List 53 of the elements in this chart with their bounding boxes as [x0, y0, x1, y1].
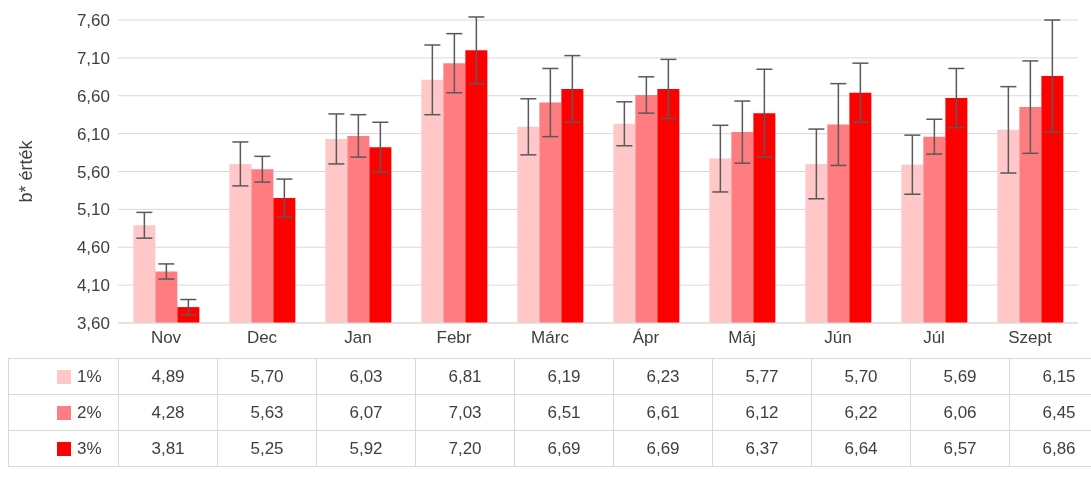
y-tick-label: 6,60 [76, 86, 110, 106]
data-label: 6,61 [613, 394, 713, 431]
data-label: 6,69 [514, 430, 614, 467]
y-tick-label: 4,10 [76, 276, 110, 296]
data-label: 6,07 [316, 394, 416, 431]
y-tick-label: 5,60 [76, 162, 110, 182]
x-tick-label: Márc [531, 328, 570, 348]
y-axis-title: b* érték [16, 139, 37, 203]
data-label: 6,37 [712, 430, 812, 467]
legend-label: 2% [77, 402, 102, 422]
y-tick-label: 4,60 [76, 238, 110, 258]
data-label: 6,12 [712, 394, 812, 431]
data-label: 5,25 [217, 430, 317, 467]
data-label: 6,03 [316, 358, 416, 395]
data-label: 5,92 [316, 430, 416, 467]
data-label: 6,51 [514, 394, 614, 431]
data-label: 5,63 [217, 394, 317, 431]
x-tick-label: Dec [246, 328, 278, 348]
x-tick-label: Jan [344, 328, 372, 348]
data-label: 7,03 [415, 394, 515, 431]
data-label: 6,19 [514, 358, 614, 395]
x-tick-label: Febr [436, 328, 472, 348]
data-label: 3,81 [118, 430, 218, 467]
y-tick-label: 3,60 [76, 314, 110, 334]
x-tick-label: Júl [923, 328, 945, 348]
data-label: 5,70 [217, 358, 317, 395]
y-tick-label: 5,10 [76, 200, 110, 220]
data-label: 6,15 [1009, 358, 1091, 395]
data-label: 6,06 [910, 394, 1010, 431]
x-tick-label: Nov [150, 328, 182, 348]
data-label: 5,77 [712, 358, 812, 395]
legend-label: 3% [77, 438, 102, 458]
x-tick-label: Máj [728, 328, 756, 348]
data-label: 6,23 [613, 358, 713, 395]
data-label: 6,22 [811, 394, 911, 431]
data-label: 5,69 [910, 358, 1010, 395]
data-label: 6,69 [613, 430, 713, 467]
x-tick-label: Szept [1008, 328, 1053, 348]
data-label: 4,89 [118, 358, 218, 395]
data-label: 6,45 [1009, 394, 1091, 431]
x-tick-label: Ápr [632, 328, 660, 348]
y-tick-label: 7,10 [76, 48, 110, 68]
data-label: 6,86 [1009, 430, 1091, 467]
data-label: 7,20 [415, 430, 515, 467]
data-label: 6,81 [415, 358, 515, 395]
y-tick-label: 7,60 [76, 11, 110, 31]
y-tick-label: 6,10 [76, 124, 110, 144]
x-tick-label: Jún [824, 328, 852, 348]
data-label: 5,70 [811, 358, 911, 395]
data-label: 6,57 [910, 430, 1010, 467]
data-label: 4,28 [118, 394, 218, 431]
legend-label: 1% [77, 366, 102, 386]
data-label: 6,64 [811, 430, 911, 467]
